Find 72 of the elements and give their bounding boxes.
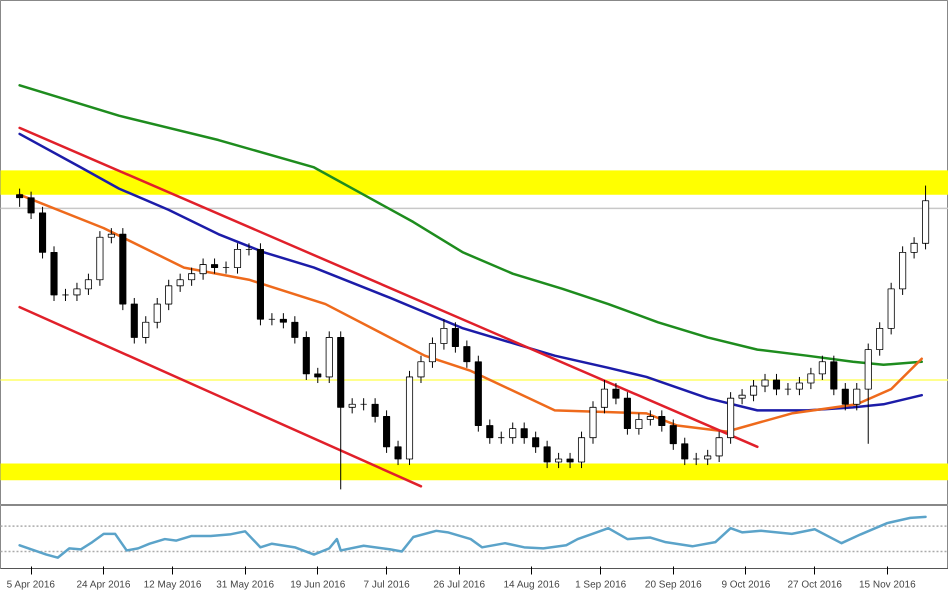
candlestick (544, 440, 551, 469)
x-tick-label: 9 Oct 2016 (721, 580, 771, 590)
candlestick (498, 431, 505, 444)
x-tick-label: 27 Oct 2016 (787, 580, 842, 590)
x-tick-label: 1 Sep 2016 (575, 580, 627, 590)
candlestick (876, 322, 884, 356)
candlestick (910, 236, 918, 259)
candlestick (738, 388, 746, 405)
x-tick-label: 12 May 2016 (144, 580, 202, 590)
candlestick (314, 367, 322, 384)
candlestick (360, 398, 368, 411)
candlestick (853, 382, 860, 411)
candlestick (555, 452, 562, 469)
candlestick (692, 452, 700, 466)
candlestick (188, 267, 196, 286)
candlestick (211, 258, 218, 274)
candlestick (142, 316, 150, 344)
candlestick (818, 355, 826, 380)
candlestick (486, 418, 494, 444)
candlestick (108, 228, 115, 244)
candlestick (440, 318, 448, 350)
x-tick-label: 20 Sep 2016 (644, 580, 702, 590)
candlestick (761, 373, 769, 393)
candlestick (807, 367, 814, 390)
candlestick (600, 379, 608, 414)
candlestick (658, 410, 666, 432)
x-tick-label: 5 Apr 2016 (6, 580, 56, 590)
candlestick (452, 322, 459, 354)
x-tick-label: 24 Apr 2016 (76, 580, 131, 590)
candlestick (62, 288, 70, 302)
candlestick (394, 440, 402, 466)
candlestick (28, 191, 35, 220)
x-tick-label: 26 Jul 2016 (433, 580, 486, 590)
candlestick (681, 437, 688, 466)
candlestick (165, 279, 172, 311)
candlestick (566, 452, 574, 469)
x-tick-label: 14 Aug 2016 (503, 580, 560, 590)
candlestick (73, 282, 81, 302)
candlestick (234, 242, 242, 274)
candlestick (716, 431, 723, 462)
candlestick (428, 336, 436, 368)
candlestick (280, 312, 287, 329)
candlestick (670, 418, 677, 450)
candlestick (772, 373, 780, 396)
candlestick (222, 261, 230, 274)
candlestick (348, 398, 356, 414)
candlestick (784, 382, 792, 396)
candlestick (463, 340, 470, 368)
candlestick (84, 273, 92, 296)
candlestick (417, 355, 425, 384)
candlestick (842, 382, 849, 411)
candlestick (176, 273, 184, 292)
x-tick-label: 7 Jul 2016 (364, 580, 410, 590)
candlestick (532, 431, 540, 454)
candlestick (372, 398, 379, 424)
candlestick (200, 258, 207, 280)
candlestick (245, 242, 253, 256)
x-tick-label: 31 May 2016 (216, 580, 274, 590)
x-tick-label: 19 Jun 2016 (290, 580, 346, 590)
candlestick (796, 376, 803, 396)
candlestick (704, 449, 712, 466)
candlestick (509, 422, 516, 444)
candlestick (154, 297, 161, 329)
x-tick-label: 15 Nov 2016 (858, 580, 916, 590)
candlestick (612, 382, 620, 405)
candlestick (750, 379, 758, 402)
candlestick (16, 188, 24, 208)
candlestick (291, 316, 298, 344)
candlestick (635, 412, 642, 436)
candlestick (646, 410, 654, 426)
candlestick (268, 312, 276, 326)
candlestick (520, 422, 528, 444)
